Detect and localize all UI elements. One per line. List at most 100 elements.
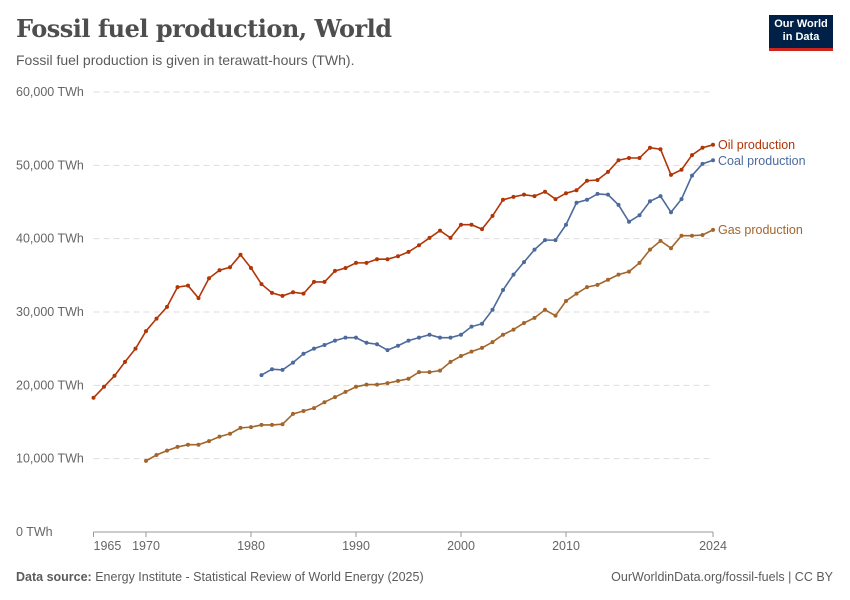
x-tick-label: 2024 [699, 539, 727, 553]
data-point [385, 381, 390, 386]
data-point [543, 189, 547, 194]
data-point [711, 158, 715, 163]
data-point [616, 202, 621, 207]
data-point [564, 222, 568, 227]
y-tick-label: 30,000 TWh [16, 305, 84, 319]
data-point [595, 191, 600, 196]
data-point [364, 340, 369, 345]
data-point [144, 458, 148, 463]
data-point [270, 290, 274, 295]
data-point [364, 382, 369, 387]
data-point [133, 346, 138, 351]
data-point [448, 335, 453, 340]
data-point [564, 191, 568, 196]
data-point [417, 335, 421, 340]
data-point [354, 384, 358, 389]
data-point [490, 213, 495, 218]
data-point [711, 227, 715, 232]
y-tick-label: 20,000 TWh [16, 378, 84, 392]
data-point [700, 145, 705, 150]
data-point [427, 370, 432, 375]
data-point [511, 272, 516, 277]
data-point [312, 406, 316, 411]
data-point [312, 279, 316, 284]
data-point [354, 335, 358, 340]
chart-subtitle: Fossil fuel production is given in teraw… [16, 52, 355, 68]
x-tick-label: 2010 [552, 539, 580, 553]
data-point [480, 321, 484, 326]
data-point [154, 453, 159, 457]
series-label: Coal production [718, 154, 806, 168]
data-point [616, 158, 621, 163]
source-text[interactable]: Energy Institute - Statistical Review of… [95, 570, 424, 584]
data-point [291, 290, 295, 295]
data-point [259, 282, 264, 287]
data-point [417, 370, 421, 375]
data-point [490, 340, 495, 345]
data-point [438, 368, 442, 373]
data-point [711, 142, 715, 147]
data-point [217, 268, 222, 273]
data-point [501, 197, 505, 202]
y-tick-label: 50,000 TWh [16, 158, 84, 172]
data-point [228, 431, 232, 436]
data-point [459, 332, 463, 337]
series-line-oil-production [92, 144, 714, 399]
footer-link[interactable]: OurWorldinData.org/fossil-fuels | CC BY [611, 570, 833, 584]
data-point [291, 360, 295, 365]
data-point [438, 228, 442, 233]
data-point [459, 222, 463, 227]
data-point [648, 199, 652, 204]
data-point [606, 192, 610, 197]
data-point [343, 335, 348, 340]
data-point [333, 338, 337, 343]
data-point [291, 411, 295, 416]
data-point [543, 238, 547, 243]
data-point [186, 442, 190, 447]
data-point [553, 238, 558, 243]
x-tick-label: 2000 [447, 539, 475, 553]
x-tick-label: 1970 [132, 539, 160, 553]
data-point [658, 147, 663, 152]
data-point [522, 260, 526, 265]
data-point [396, 254, 400, 259]
data-point [165, 304, 169, 309]
series-line-coal-production [261, 159, 714, 376]
data-point [658, 194, 663, 199]
data-point [469, 324, 474, 329]
data-point [217, 434, 222, 439]
data-point [595, 282, 600, 287]
data-point [690, 153, 694, 158]
data-point [186, 283, 190, 288]
data-point [669, 172, 673, 177]
data-point [375, 342, 379, 347]
data-point [238, 252, 243, 257]
data-point [301, 291, 306, 296]
data-source: Data source: Energy Institute - Statisti… [16, 570, 424, 584]
data-point [301, 351, 306, 356]
data-point [375, 257, 379, 262]
data-point [144, 329, 148, 334]
data-point [627, 219, 631, 224]
data-point [690, 173, 694, 178]
data-point [406, 376, 411, 381]
data-point [396, 343, 400, 348]
owid-logo[interactable]: Our World in Data [769, 15, 833, 51]
data-point [280, 367, 285, 372]
data-point [312, 346, 316, 351]
y-tick-label: 40,000 TWh [16, 232, 84, 246]
data-point [627, 269, 631, 274]
data-point [648, 247, 652, 252]
data-point [396, 378, 400, 383]
data-point [249, 425, 253, 430]
data-point [543, 307, 547, 312]
data-point [522, 321, 526, 325]
data-point [438, 335, 442, 340]
data-point [301, 409, 306, 413]
data-point [196, 442, 201, 447]
data-point [627, 156, 631, 160]
data-point [511, 327, 516, 332]
data-point [700, 161, 705, 166]
data-point [648, 145, 652, 150]
